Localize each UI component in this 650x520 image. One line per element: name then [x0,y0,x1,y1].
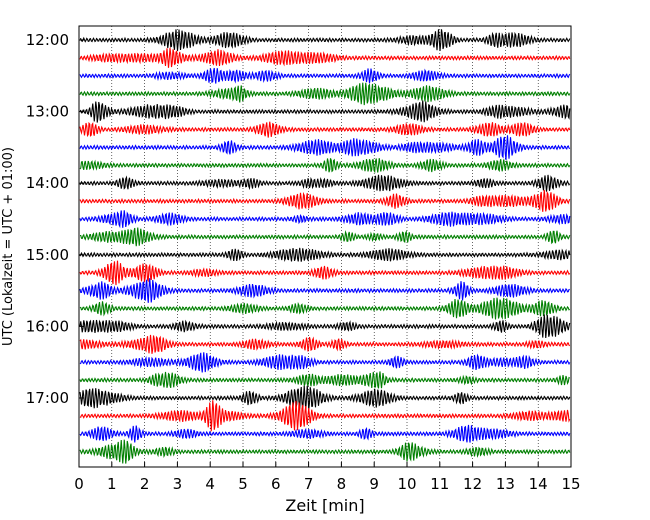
x-axis-label: Zeit [min] [285,496,364,515]
seismogram-traces [79,29,571,464]
x-tick-label: 1 [107,475,117,493]
y-tick-label: 12:00 [26,31,69,49]
seismogram-trace [79,334,571,354]
x-tick-label: 3 [173,475,183,493]
seismogram-trace [79,67,571,84]
x-tick-label: 7 [304,475,314,493]
seismogram-trace [79,135,571,161]
y-tick-label: 16:00 [26,317,69,335]
plot-frame [78,25,572,468]
x-tick-label: 10 [397,475,416,493]
seismogram-trace [79,158,571,174]
x-tick-label: 8 [337,475,347,493]
seismogram-trace [79,352,571,373]
seismogram-trace [79,210,571,229]
seismogram-trace [79,121,571,138]
x-tick-label: 6 [271,475,281,493]
seismogram-trace [79,297,571,320]
x-tick-label: 5 [238,475,248,493]
seismogram-trace [79,174,571,192]
seismogram-trace [79,439,571,464]
x-tick-label: 0 [74,475,84,493]
seismogram-trace [79,371,571,389]
seismogram-trace [79,260,571,286]
x-tick-label: 9 [369,475,379,493]
y-tick-label: 17:00 [26,389,69,407]
seismogram-trace [79,189,571,212]
seismogram-trace [79,29,571,51]
x-tick-label: 13 [496,475,515,493]
seismogram-trace [79,100,571,123]
x-tick-label: 11 [430,475,449,493]
y-axis-label: UTC (Lokalzeit = UTC + 01:00) [1,147,16,346]
x-tick-label: 4 [205,475,215,493]
seismogram-trace [79,400,571,432]
seismogram-trace [79,314,571,339]
x-axis-ticks: 0 1 2 3 4 5 6 7 8 9 10 11 12 13 14 15 [74,462,581,493]
x-tick-label: 12 [463,475,482,493]
x-tick-label: 2 [140,475,150,493]
seismogram-trace [79,82,571,106]
y-tick-label: 13:00 [26,103,69,121]
seismogram-trace [79,247,571,263]
seismogram-trace [79,47,571,68]
y-axis-ticks: 12:00 13:00 14:00 15:00 16:00 17:00 [26,31,84,407]
x-tick-label: 14 [529,475,548,493]
seismogram-trace [79,278,570,303]
y-tick-label: 14:00 [26,174,69,192]
y-tick-label: 15:00 [26,246,69,264]
x-tick-label: 15 [561,475,580,493]
seismogram-trace [79,385,571,411]
seismogram-trace [79,424,571,443]
seismogram-trace [79,227,571,247]
